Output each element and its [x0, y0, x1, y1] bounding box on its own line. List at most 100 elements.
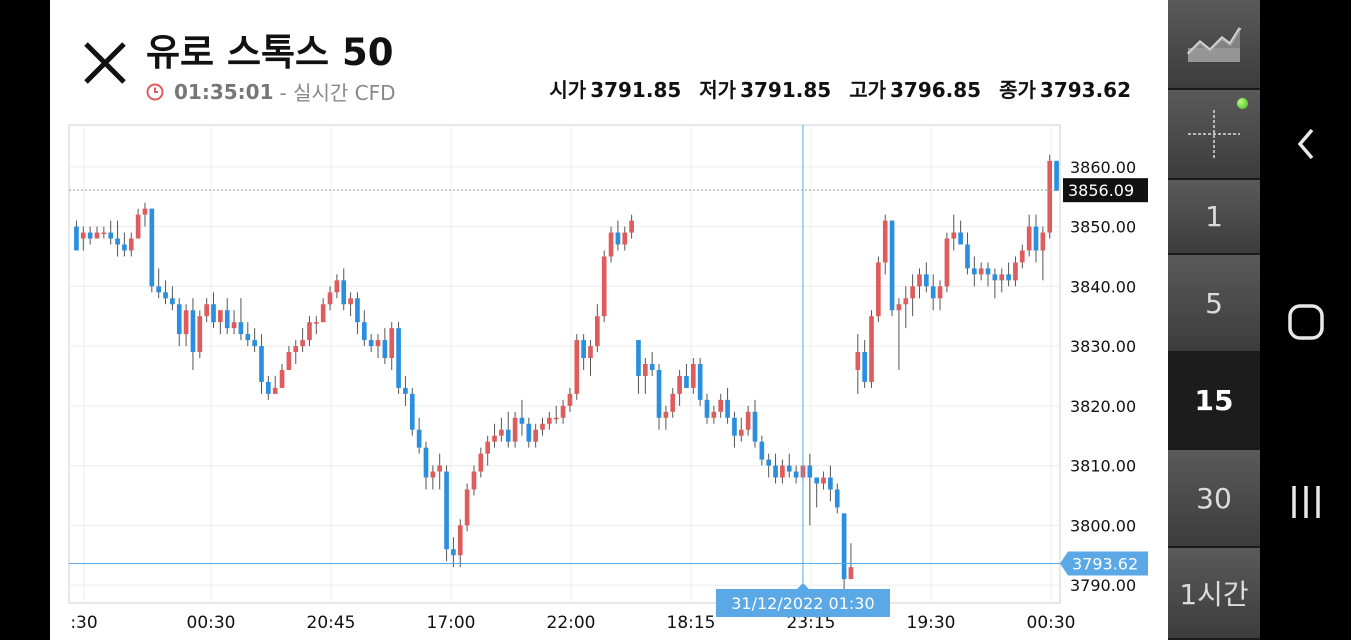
candle-body	[416, 429, 422, 448]
candle-body	[896, 304, 902, 311]
candle-body	[142, 208, 148, 215]
candle-body	[828, 477, 833, 490]
candle-body	[300, 340, 305, 347]
candle-body	[135, 214, 141, 239]
candle-body	[451, 549, 456, 556]
timeframe-15[interactable]: 15	[1168, 353, 1260, 450]
ohlc-close: 종가 3793.62	[999, 78, 1131, 102]
candle-body	[574, 340, 580, 394]
candle-body	[780, 465, 785, 478]
y-tick-label: 3800.00	[1070, 516, 1136, 535]
candle-body	[122, 244, 127, 251]
candle-body	[526, 423, 532, 442]
close-button[interactable]	[82, 40, 128, 86]
candle-body	[403, 387, 408, 394]
recents-icon	[1292, 486, 1320, 518]
crosshair-price-tag	[1060, 551, 1148, 576]
candle-body	[814, 477, 820, 484]
candle-body	[101, 232, 107, 235]
x-tick-label: 00:30	[187, 613, 236, 633]
candle-body	[279, 369, 285, 388]
candle-body	[80, 232, 86, 239]
candle-body	[1013, 262, 1018, 281]
candle-body	[464, 489, 470, 526]
candle-body	[917, 274, 922, 287]
candle-body	[512, 417, 518, 442]
candle-body	[1019, 250, 1025, 263]
candle-body	[718, 399, 724, 412]
crosshair-time-label: 31/12/2022 01:30	[731, 594, 874, 613]
candle-body	[396, 328, 401, 388]
candle-body	[272, 387, 278, 394]
page-title: 유로 스톡스 50	[146, 31, 394, 74]
timeframe-1[interactable]: 1	[1168, 180, 1260, 255]
candle-body	[341, 280, 347, 305]
y-tick-label: 3810.00	[1070, 457, 1136, 476]
timeframe-1h[interactable]: 1시간	[1168, 548, 1260, 640]
y-tick-label: 3850.00	[1070, 218, 1136, 237]
candle-body	[128, 238, 134, 251]
y-tick-label: 3820.00	[1070, 397, 1136, 416]
candle-body	[615, 232, 621, 245]
candle-body	[553, 417, 559, 420]
candle-body	[307, 322, 312, 341]
chart-type-button[interactable]	[1168, 0, 1260, 90]
home-button[interactable]	[1282, 298, 1330, 346]
candle-body	[711, 411, 717, 418]
candle-body	[94, 232, 100, 239]
candlestick-chart[interactable]: 3860.00 3850.00 3840.00 3830.00 3820.00 3810.…	[50, 0, 1168, 640]
candle-body	[725, 399, 730, 418]
close-icon	[84, 42, 126, 84]
last-update-time: 01:35:01	[174, 79, 274, 104]
candle-body	[293, 346, 299, 353]
candle-body	[197, 316, 203, 353]
candle-body	[636, 340, 641, 376]
candle-body	[176, 304, 182, 335]
candle-body	[492, 435, 497, 442]
candle-body	[862, 352, 867, 382]
candle-body	[211, 304, 216, 323]
candle-body	[266, 381, 271, 394]
crosshair-toggle-button[interactable]	[1168, 90, 1260, 180]
candle-body	[656, 369, 662, 418]
x-tick-label: :30	[70, 613, 97, 633]
candle-body	[882, 220, 888, 263]
candle-body	[595, 316, 600, 347]
candle-body	[697, 364, 703, 400]
back-button[interactable]	[1282, 120, 1330, 168]
candle-body	[499, 429, 504, 436]
candle-body	[937, 286, 943, 299]
candle-body	[663, 411, 669, 418]
candle-body	[581, 340, 586, 359]
y-tick-label: 3840.00	[1070, 277, 1136, 296]
ohlc-high: 고가 3796.85	[849, 78, 982, 102]
candle-body	[567, 393, 573, 406]
candle-body	[958, 232, 963, 245]
timeframe-30[interactable]: 30	[1168, 450, 1260, 548]
candle-body	[978, 268, 984, 275]
candle-body	[951, 232, 957, 239]
candle-body	[471, 471, 477, 490]
active-indicator-dot	[1237, 98, 1248, 109]
candle-body	[457, 525, 463, 556]
candle-body	[965, 244, 970, 269]
realtime-status: 01:35:01 - 실시간 CFD	[146, 77, 396, 106]
candle-body	[622, 232, 628, 245]
current-price-tag	[1063, 178, 1148, 203]
candle-body	[478, 453, 484, 472]
candle-body	[485, 441, 491, 454]
candle-body	[87, 232, 93, 239]
recents-button[interactable]	[1282, 478, 1330, 526]
candle-body	[629, 220, 634, 233]
y-tick-label: 3860.00	[1070, 158, 1136, 177]
candle-body	[971, 268, 977, 275]
candle-body	[183, 310, 189, 335]
candle-body	[320, 304, 326, 323]
candle-body	[732, 417, 737, 436]
y-tick-label: 3830.00	[1070, 337, 1136, 356]
candle-body	[218, 310, 223, 323]
y-tick-label: 3790.00	[1070, 576, 1136, 595]
timeframe-panel: 1 5 15 30 1시간	[1168, 0, 1260, 640]
timeframe-5[interactable]: 5	[1168, 255, 1260, 353]
ohlc-summary: 시가 3791.85 저가 3791.85 고가 3796.85 종가 3793.62	[549, 74, 1131, 103]
